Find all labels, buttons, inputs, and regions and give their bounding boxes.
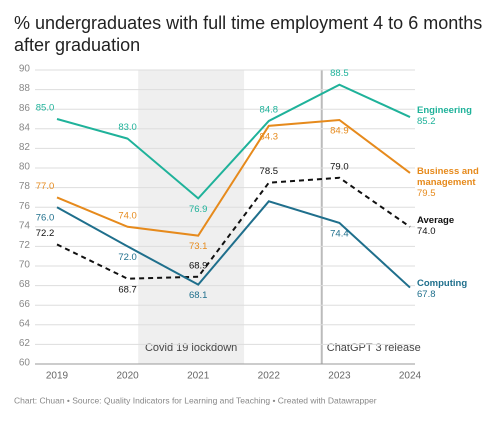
y-tick-label: 68 xyxy=(19,279,31,290)
y-tick-label: 72 xyxy=(19,240,31,251)
chart-title: % undergraduates with full time employme… xyxy=(14,13,483,55)
y-tick-label: 76 xyxy=(19,201,31,212)
series-line xyxy=(56,83,411,200)
y-tick-label: 70 xyxy=(19,260,31,271)
x-tick-label: 2019 xyxy=(46,371,69,382)
value-label: 74.4 xyxy=(330,228,349,239)
value-label: 84.3 xyxy=(260,131,279,142)
value-label: 78.5 xyxy=(260,166,279,177)
y-tick-label: 84 xyxy=(19,122,31,133)
value-label: 68.9 xyxy=(189,260,208,271)
y-tick-label: 60 xyxy=(19,358,31,369)
series-name: Average xyxy=(417,214,455,226)
value-label: 88.5 xyxy=(330,68,349,79)
y-tick-label: 90 xyxy=(19,64,31,75)
x-tick-label: 2020 xyxy=(116,371,139,382)
value-label: 74.0 xyxy=(118,210,137,221)
x-tick-label: 2022 xyxy=(258,371,281,382)
value-label: 76.0 xyxy=(36,213,55,224)
value-label: 85.0 xyxy=(36,103,55,114)
annotation-label: Covid 19 lockdown xyxy=(145,342,237,354)
value-label: 72.0 xyxy=(118,252,137,263)
y-tick-label: 62 xyxy=(19,338,31,349)
series-name: Computing xyxy=(417,277,468,289)
value-label: 84.8 xyxy=(260,104,279,115)
value-label: 67.8 xyxy=(417,288,436,300)
x-tick-label: 2023 xyxy=(328,371,351,382)
series-line xyxy=(56,200,411,289)
annotation-label: ChatGPT 3 release xyxy=(327,342,421,354)
value-label: 83.0 xyxy=(118,122,137,133)
y-tick-label: 86 xyxy=(19,103,31,114)
y-tick-label: 74 xyxy=(19,220,31,231)
y-tick-label: 80 xyxy=(19,162,31,173)
value-label: 77.0 xyxy=(36,181,55,192)
series-name: Engineering xyxy=(417,105,472,117)
series-name: Business and management xyxy=(417,165,479,188)
value-label: 84.9 xyxy=(330,125,349,136)
value-label: 76.9 xyxy=(189,204,208,215)
value-label: 74.0 xyxy=(417,225,436,237)
footer: Chart: Chuan • Source: Quality Indicator… xyxy=(14,395,377,405)
value-label: 73.1 xyxy=(189,241,208,252)
series-line xyxy=(56,176,411,280)
x-tick-label: 2021 xyxy=(187,371,210,382)
y-tick-label: 82 xyxy=(19,142,31,153)
y-tick-label: 88 xyxy=(19,83,31,94)
value-label: 68.1 xyxy=(189,290,208,301)
value-label: 85.2 xyxy=(417,116,436,128)
series-line xyxy=(56,118,411,237)
y-tick-label: 66 xyxy=(19,299,31,310)
value-label: 79.5 xyxy=(417,187,436,199)
y-tick-label: 78 xyxy=(19,181,31,192)
shaded-region xyxy=(138,70,245,364)
value-label: 68.7 xyxy=(118,284,137,295)
y-tick-label: 64 xyxy=(19,318,31,329)
x-tick-label: 2024 xyxy=(399,371,422,382)
value-label: 79.0 xyxy=(330,161,349,172)
value-label: 72.2 xyxy=(36,228,55,239)
